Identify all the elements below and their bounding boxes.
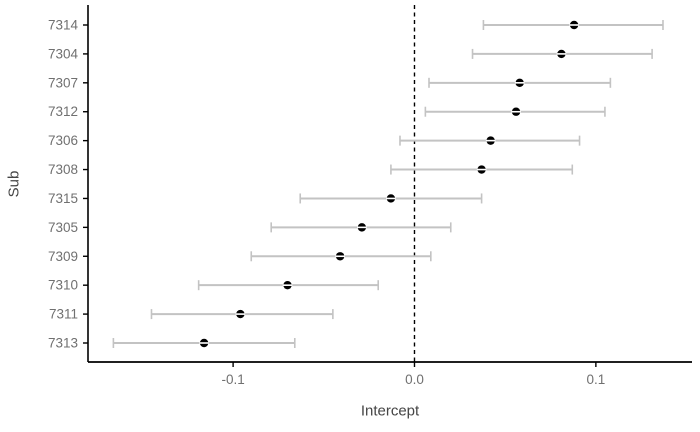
x-axis-title: Intercept <box>360 402 420 420</box>
y-tick-label: 7307 <box>48 75 78 90</box>
x-tick-label: -0.1 <box>221 372 244 387</box>
y-tick-label: 7312 <box>48 104 78 119</box>
y-tick-label: 7306 <box>48 133 78 148</box>
y-tick-label: 7310 <box>48 278 78 293</box>
y-tick-label: 7313 <box>48 336 78 351</box>
y-axis-title: Sub <box>5 170 23 198</box>
y-tick-label: 7314 <box>48 18 79 33</box>
x-tick-label: 0.1 <box>586 372 605 387</box>
y-tick-label: 7305 <box>48 220 78 235</box>
y-tick-label: 7308 <box>48 162 78 177</box>
y-tick-label: 7309 <box>48 249 78 264</box>
y-tick-label: 7311 <box>49 307 78 322</box>
y-tick-label: 7304 <box>48 46 79 61</box>
y-tick-label: 7315 <box>48 191 78 206</box>
x-tick-label: 0.0 <box>405 372 424 387</box>
